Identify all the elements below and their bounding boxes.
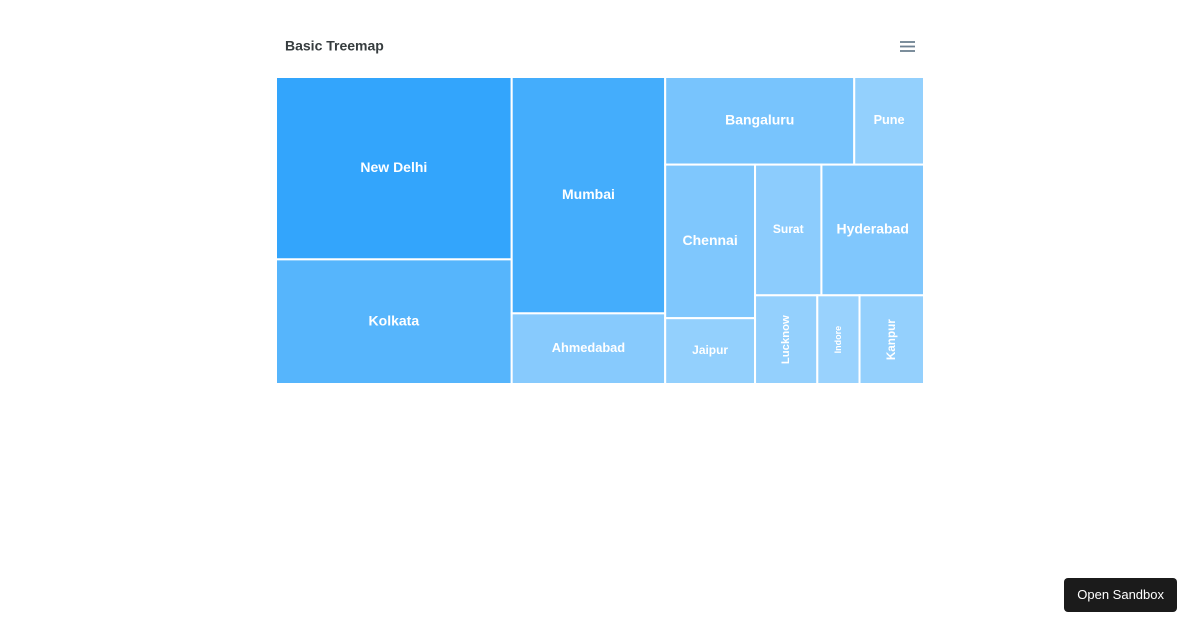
cell-label: Lucknow: [780, 315, 792, 364]
treemap-cell: [754, 163, 823, 297]
treemap-cell: [858, 294, 926, 386]
cell-label: Kolkata: [369, 312, 420, 328]
treemap-cell: [754, 294, 819, 386]
treemap-cell: [275, 76, 513, 261]
cell-label: Indore: [833, 326, 843, 354]
treemap-cell: [816, 294, 861, 386]
cell-label: Ahmedabad: [552, 340, 625, 355]
treemap-cell: [275, 258, 513, 386]
cell-label: Mumbai: [562, 186, 615, 202]
cell-label: New Delhi: [360, 159, 427, 175]
cell-label: Pune: [874, 113, 905, 127]
cell-label: Kanpur: [885, 319, 898, 360]
treemap-cell: [510, 76, 667, 315]
treemap-cell: [510, 312, 667, 386]
treemap-cell: [820, 163, 925, 297]
menu-icon[interactable]: [896, 36, 918, 58]
chart-title: Basic Treemap: [285, 38, 384, 54]
cell-label: Bangaluru: [725, 112, 794, 128]
open-sandbox-button[interactable]: Open Sandbox: [1064, 578, 1177, 612]
cell-label: Hyderabad: [837, 221, 909, 237]
cell-label: Surat: [773, 222, 804, 236]
treemap-cell: [664, 317, 757, 385]
cell-label: Jaipur: [692, 343, 728, 357]
cell-label: Chennai: [683, 232, 738, 248]
